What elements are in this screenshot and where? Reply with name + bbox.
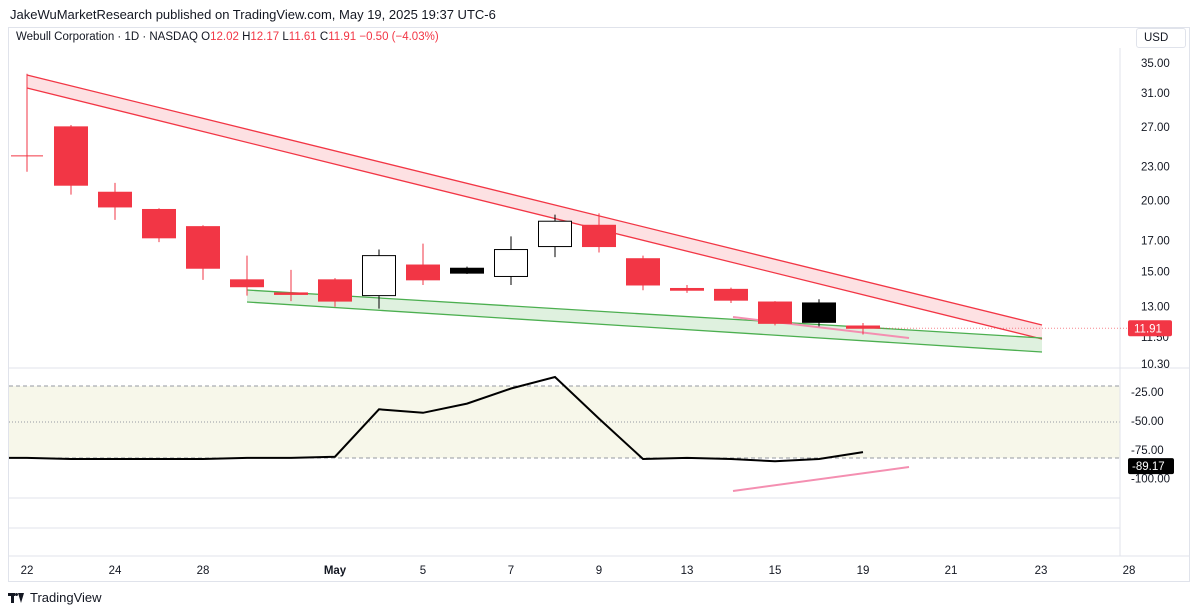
- candle-body: [582, 224, 616, 248]
- time-tick-label: 28: [197, 565, 210, 577]
- candle-body: [362, 255, 396, 297]
- open-value: 12.02: [210, 31, 239, 43]
- symbol-legend: Webull Corporation · 1D · NASDAQ O12.02 …: [16, 31, 439, 43]
- open-label: O: [201, 31, 211, 43]
- candle: [758, 301, 792, 326]
- candle-body: [494, 249, 528, 277]
- resistance-line-upper: [26, 74, 1043, 326]
- oscillator-divergence-line: [732, 466, 910, 492]
- osc-value-tag: [1128, 458, 1174, 475]
- candle: [494, 236, 528, 285]
- osc-tick-label: -50.00: [1131, 416, 1164, 428]
- candle-body: [758, 301, 792, 324]
- time-tick-label: 5: [420, 565, 426, 577]
- candle-body: [450, 267, 484, 274]
- time-tick-label: 19: [857, 565, 870, 577]
- candle: [318, 278, 352, 307]
- candle: [802, 299, 836, 327]
- tradingview-logo-icon: [8, 592, 24, 603]
- price-tick-label: 27.00: [1141, 122, 1170, 134]
- low-value: 11.61: [288, 31, 317, 43]
- last-price-label: 11.91: [1134, 323, 1162, 335]
- oscillator-line: [9, 375, 864, 463]
- candle: [626, 255, 660, 291]
- candle-body: [318, 279, 352, 302]
- time-tick-label: 23: [1035, 565, 1048, 577]
- candle: [582, 213, 616, 253]
- candle: [98, 182, 132, 220]
- price-tick-label: 35.00: [1141, 58, 1170, 70]
- price-tick-label: 17.00: [1141, 236, 1170, 248]
- candle: [670, 284, 704, 293]
- time-tick-label: 7: [508, 565, 514, 577]
- price-tick-label: 13.00: [1141, 302, 1170, 314]
- candle-body: [186, 226, 220, 269]
- support-channel-fill: [247, 290, 1042, 352]
- footer-brand-label: TradingView: [30, 590, 102, 605]
- candle: [274, 269, 308, 302]
- resistance-channel-fill: [27, 75, 1042, 339]
- candle: [714, 287, 748, 303]
- candle-body: [538, 220, 572, 248]
- currency-button[interactable]: USD: [1136, 28, 1186, 48]
- last-price-tag: [1128, 320, 1172, 337]
- candle: [538, 214, 572, 258]
- candle: [230, 255, 264, 296]
- symbol-title[interactable]: Webull Corporation · 1D · NASDAQ: [16, 31, 198, 43]
- time-tick-label: 9: [596, 565, 602, 577]
- candle-body: [802, 302, 836, 323]
- price-tick-label: 31.00: [1141, 88, 1170, 100]
- time-tick-label: 13: [681, 565, 694, 577]
- price-tick-label: 15.00: [1141, 266, 1170, 278]
- osc-tick-label: -25.00: [1131, 387, 1164, 399]
- price-tick-label: 20.00: [1141, 196, 1170, 208]
- candle-body: [846, 325, 880, 329]
- time-tick-label: 28: [1123, 565, 1136, 577]
- osc-tick-label: -100.00: [1131, 474, 1170, 486]
- low-label: L: [282, 31, 289, 43]
- candle: [54, 125, 88, 195]
- candle: [846, 322, 880, 335]
- candle: [406, 243, 440, 285]
- time-tick-label: 15: [769, 565, 782, 577]
- candle: [362, 249, 396, 309]
- candle-body: [54, 126, 88, 186]
- candle-body: [230, 279, 264, 288]
- candle-body: [274, 292, 308, 295]
- candle-body: [626, 258, 660, 286]
- candle-body: [98, 191, 132, 208]
- footer-brand: TradingView: [8, 590, 102, 605]
- price-tick-label: 10.30: [1141, 359, 1170, 371]
- high-value: 12.17: [250, 31, 280, 43]
- time-tick-label: 21: [945, 565, 958, 577]
- change-value: −0.50 (−4.03%): [359, 31, 439, 43]
- high-label: H: [242, 31, 251, 43]
- publisher-line: JakeWuMarketResearch published on Tradin…: [10, 7, 496, 22]
- close-label: C: [319, 31, 329, 43]
- candle-body: [670, 287, 704, 291]
- candle: [11, 73, 43, 172]
- candle-body: [406, 264, 440, 281]
- candle: [186, 225, 220, 280]
- time-tick-label: May: [324, 565, 347, 577]
- candle: [142, 208, 176, 243]
- osc-tick-label: -75.00: [1131, 445, 1164, 457]
- candle-body: [714, 288, 748, 301]
- close-value: 11.91: [328, 31, 357, 43]
- candle-body: [142, 208, 176, 239]
- price-tick-label: 23.00: [1141, 161, 1170, 173]
- time-tick-label: 22: [21, 565, 34, 577]
- osc-value-label: -89.17: [1132, 461, 1165, 473]
- support-line-lower: [246, 301, 1043, 353]
- candle: [450, 266, 484, 274]
- time-tick-label: 24: [109, 565, 122, 577]
- resistance-line-lower: [26, 87, 1043, 340]
